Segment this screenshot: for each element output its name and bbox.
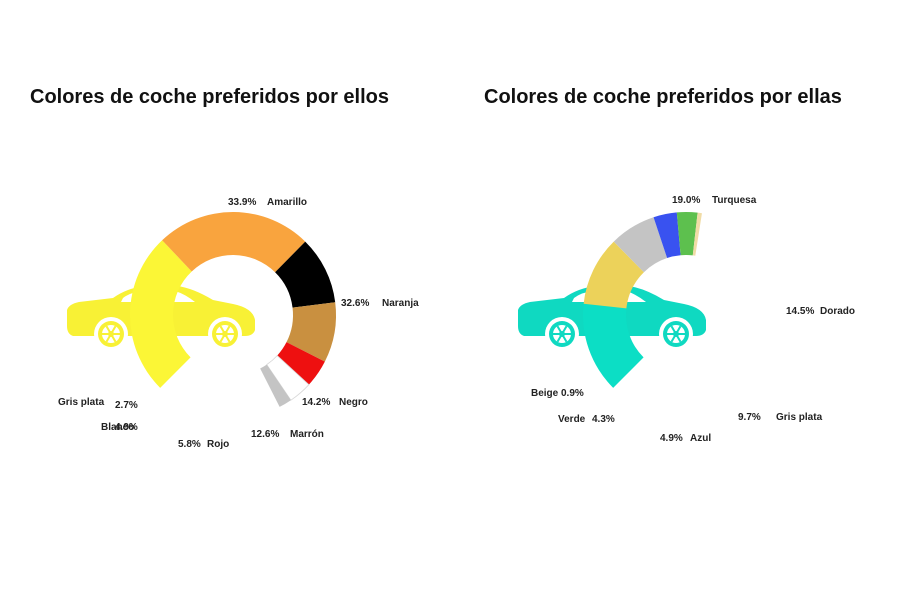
slice-naranja (162, 211, 306, 273)
slice-label-blanco: Blanco (101, 422, 134, 433)
pct-label-beige: 0.9% (561, 388, 584, 399)
chart-title-ellos: Colores de coche preferidos por ellos (30, 86, 389, 108)
slice-verde (676, 211, 698, 256)
slice-gris-plata (260, 364, 291, 407)
pct-label-naranja: 32.6% (341, 298, 369, 309)
slice-gris-plata (613, 217, 668, 273)
slice-azul (653, 212, 681, 259)
donut-chart-ellas: 19.0% Turquesa 14.5% Dorado 9.7% Gris plata 4.… (518, 195, 855, 444)
slice-dorado (583, 241, 644, 309)
slice-label-naranja: Naranja (382, 298, 419, 309)
slice-negro (275, 241, 336, 308)
slice-label-marron: Marrón (290, 429, 324, 440)
slice-label-verde: Verde (558, 414, 586, 425)
slice-label-gris-plata: Gris plata (58, 397, 105, 408)
slice-beige (692, 212, 702, 256)
slice-label-rojo: Rojo (207, 439, 229, 450)
slice-label-negro: Negro (339, 397, 368, 408)
donut-chart-ellos: 33.9% Amarillo 32.6% Naranja 14.2% Negro 12.6%… (58, 197, 419, 450)
pct-label-marron: 12.6% (251, 429, 279, 440)
pct-label-blanco: 4.9% (115, 422, 138, 433)
pct-label-turquesa: 19.0% (672, 195, 700, 206)
slice-label-beige: Beige (531, 388, 559, 399)
pct-label-verde: 4.3% (592, 414, 615, 425)
pct-label-rojo: 5.8% (178, 439, 201, 450)
pct-label-gris-plata: 9.7% (738, 412, 761, 423)
pct-label-negro: 14.2% (302, 397, 330, 408)
slice-label-gris-plata: Gris plata (776, 412, 823, 423)
chart-title-ellas: Colores de coche preferidos por ellas (484, 86, 842, 108)
slice-rojo (277, 342, 325, 385)
pct-label-gris-plata: 2.7% (115, 400, 138, 411)
slice-label-turquesa: Turquesa (712, 195, 757, 206)
slice-marron (286, 302, 337, 362)
slice-label-amarillo: Amarillo (267, 197, 307, 208)
slice-turquesa (583, 303, 644, 388)
pct-label-dorado: 14.5% (786, 306, 814, 317)
slice-label-azul: Azul (690, 433, 711, 444)
pct-label-amarillo: 33.9% (228, 197, 256, 208)
slice-amarillo (130, 240, 192, 388)
pct-label-azul: 4.9% (660, 433, 683, 444)
slice-label-dorado: Dorado (820, 306, 855, 317)
